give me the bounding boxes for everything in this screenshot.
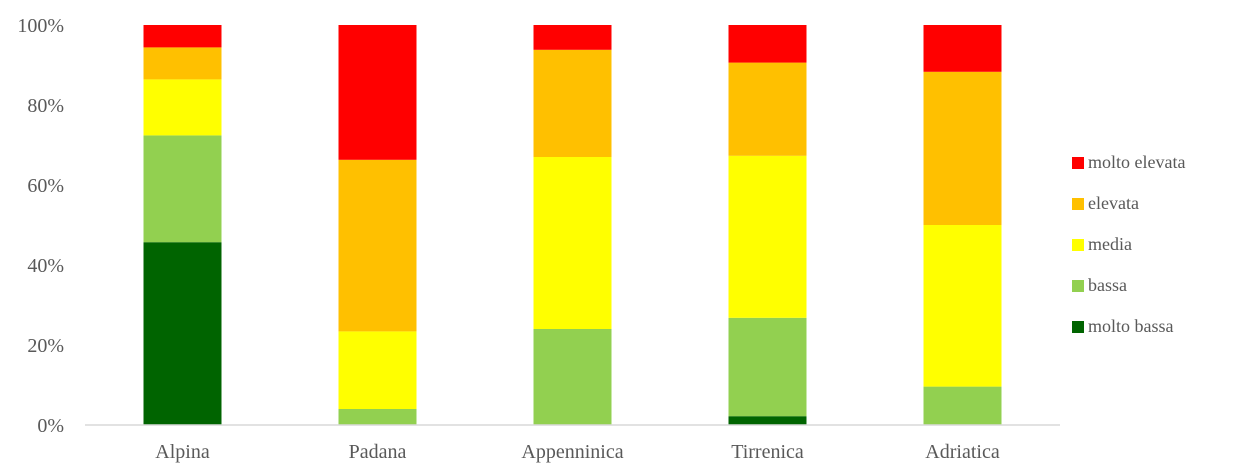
bar-segment-padana-molto-elevata [338, 25, 417, 160]
bar-segment-padana-media [338, 331, 417, 409]
bars-layer [143, 25, 1002, 425]
chart-legend: molto elevata elevata media bassa molto … [1072, 142, 1247, 347]
bar-segment-tirrenica-media [728, 155, 807, 318]
bar-segment-appenninica-media [533, 157, 612, 329]
legend-swatch [1072, 156, 1084, 169]
legend-swatch [1072, 279, 1084, 292]
y-tick-label: 80% [27, 95, 64, 117]
legend-swatch [1072, 238, 1084, 251]
legend-item-media: media [1072, 224, 1247, 265]
bar-segment-appenninica-bassa [533, 329, 612, 425]
y-tick-label: 0% [37, 415, 64, 437]
bar-segment-alpina-elevata [143, 47, 222, 80]
bar-segment-alpina-bassa [143, 135, 222, 243]
bar-segment-adriatica-bassa [923, 386, 1002, 425]
legend-item-bassa: bassa [1072, 265, 1247, 306]
bar-segment-tirrenica-molto-bassa [728, 416, 807, 425]
legend-label: elevata [1088, 193, 1139, 213]
bar-segment-appenninica-elevata [533, 49, 612, 157]
bar-segment-adriatica-molto-elevata [923, 25, 1002, 72]
x-tick-label: Padana [349, 441, 407, 463]
legend-swatch [1072, 320, 1084, 333]
bar-segment-adriatica-media [923, 225, 1002, 387]
bar-segment-alpina-media [143, 79, 222, 136]
legend-item-molto-elevata: molto elevata [1072, 142, 1247, 183]
legend-label: molto elevata [1088, 152, 1186, 172]
legend-item-molto-bassa: molto bassa [1072, 306, 1247, 347]
x-axis-ticks: Alpina Padana Appenninica Tirrenica Adriatic… [155, 441, 1000, 463]
legend-label: bassa [1088, 275, 1127, 295]
x-tick-label: Alpina [155, 441, 210, 463]
y-axis-ticks: 0% 20% 40% 60% 80% 100% [17, 15, 64, 437]
bar-segment-alpina-molto-elevata [143, 25, 222, 48]
y-tick-label: 20% [27, 335, 64, 357]
bar-segment-tirrenica-bassa [728, 317, 807, 417]
y-tick-label: 40% [27, 255, 64, 277]
legend-label: media [1088, 234, 1132, 254]
bar-segment-tirrenica-elevata [728, 62, 807, 156]
y-tick-label: 60% [27, 175, 64, 197]
bar-segment-appenninica-molto-elevata [533, 25, 612, 50]
y-tick-label: 100% [17, 15, 64, 37]
legend-label: molto bassa [1088, 316, 1174, 336]
bar-segment-adriatica-elevata [923, 71, 1002, 225]
bar-segment-padana-bassa [338, 409, 417, 425]
bar-segment-alpina-molto-bassa [143, 242, 222, 425]
bar-segment-padana-elevata [338, 159, 417, 332]
legend-item-elevata: elevata [1072, 183, 1247, 224]
x-tick-label: Adriatica [925, 441, 1000, 463]
x-tick-label: Appenninica [521, 441, 623, 463]
bar-segment-tirrenica-molto-elevata [728, 25, 807, 63]
legend-swatch [1072, 197, 1084, 210]
x-tick-label: Tirrenica [731, 441, 804, 463]
